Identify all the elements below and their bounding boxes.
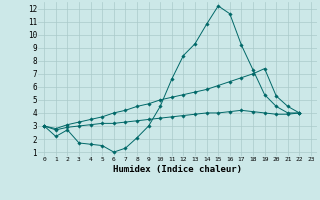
- X-axis label: Humidex (Indice chaleur): Humidex (Indice chaleur): [113, 165, 242, 174]
